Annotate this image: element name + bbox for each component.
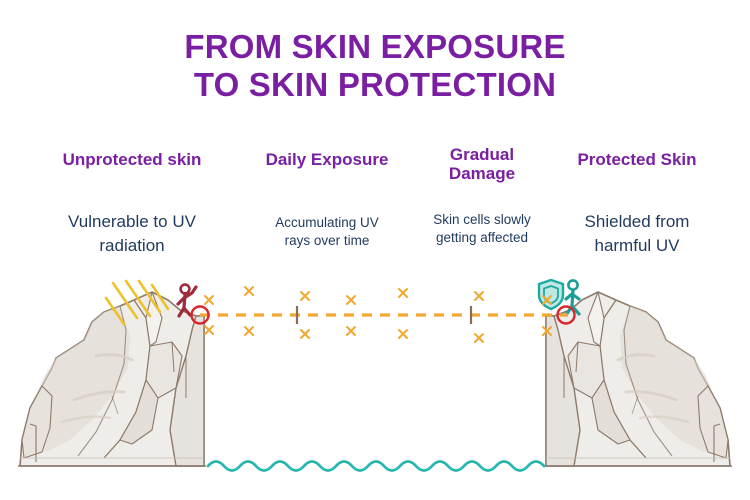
unprotected-climber xyxy=(176,283,198,318)
rope-anchor-ring xyxy=(190,305,576,325)
rocky-cliff-right xyxy=(544,291,732,467)
title-line-1: FROM SKIN EXPOSURE xyxy=(184,28,566,65)
description-line-2: radiation xyxy=(99,236,165,255)
stage-column-protected-skin: Protected Skin Shielded from harmful UV xyxy=(532,150,742,258)
column-heading: Daily Exposure xyxy=(265,150,389,169)
description-line-2: harmful UV xyxy=(594,236,680,255)
column-heading-line-2: Damage xyxy=(448,164,516,183)
description-line-2: rays over time xyxy=(284,233,370,248)
column-heading: Gradual Damage xyxy=(412,145,552,183)
column-heading-line-1: Gradual xyxy=(449,145,515,164)
stage-column-unprotected-skin: Unprotected skin Vulnerable to UV radiat… xyxy=(22,150,242,258)
main-title: FROM SKIN EXPOSURE TO SKIN PROTECTION xyxy=(0,28,750,104)
column-description: Vulnerable to UV radiation xyxy=(22,210,242,258)
column-heading: Protected Skin xyxy=(577,150,697,169)
uv-rays xyxy=(104,279,170,326)
description-line-1: Vulnerable to UV xyxy=(68,212,196,231)
description-line-1: Accumulating UV xyxy=(275,215,379,230)
rocky-cliff-left xyxy=(18,291,206,467)
uv-x-marks xyxy=(204,286,552,343)
title-line-2: TO SKIN PROTECTION xyxy=(193,66,557,103)
stage-column-daily-exposure: Daily Exposure Accumulating UV rays over… xyxy=(238,150,416,250)
description-line-1: Shielded from xyxy=(584,212,690,231)
column-description: Shielded from harmful UV xyxy=(532,210,742,258)
water-wave xyxy=(206,460,546,472)
stage-column-gradual-damage: Gradual Damage Skin cells slowly getting… xyxy=(412,145,552,247)
column-description: Skin cells slowly getting affected xyxy=(412,211,552,247)
dashed-rope xyxy=(200,306,568,324)
column-description: Accumulating UV rays over time xyxy=(238,214,416,250)
description-line-1: Skin cells slowly xyxy=(433,212,531,227)
column-heading: Unprotected skin xyxy=(62,150,202,169)
description-line-2: getting affected xyxy=(435,230,529,245)
